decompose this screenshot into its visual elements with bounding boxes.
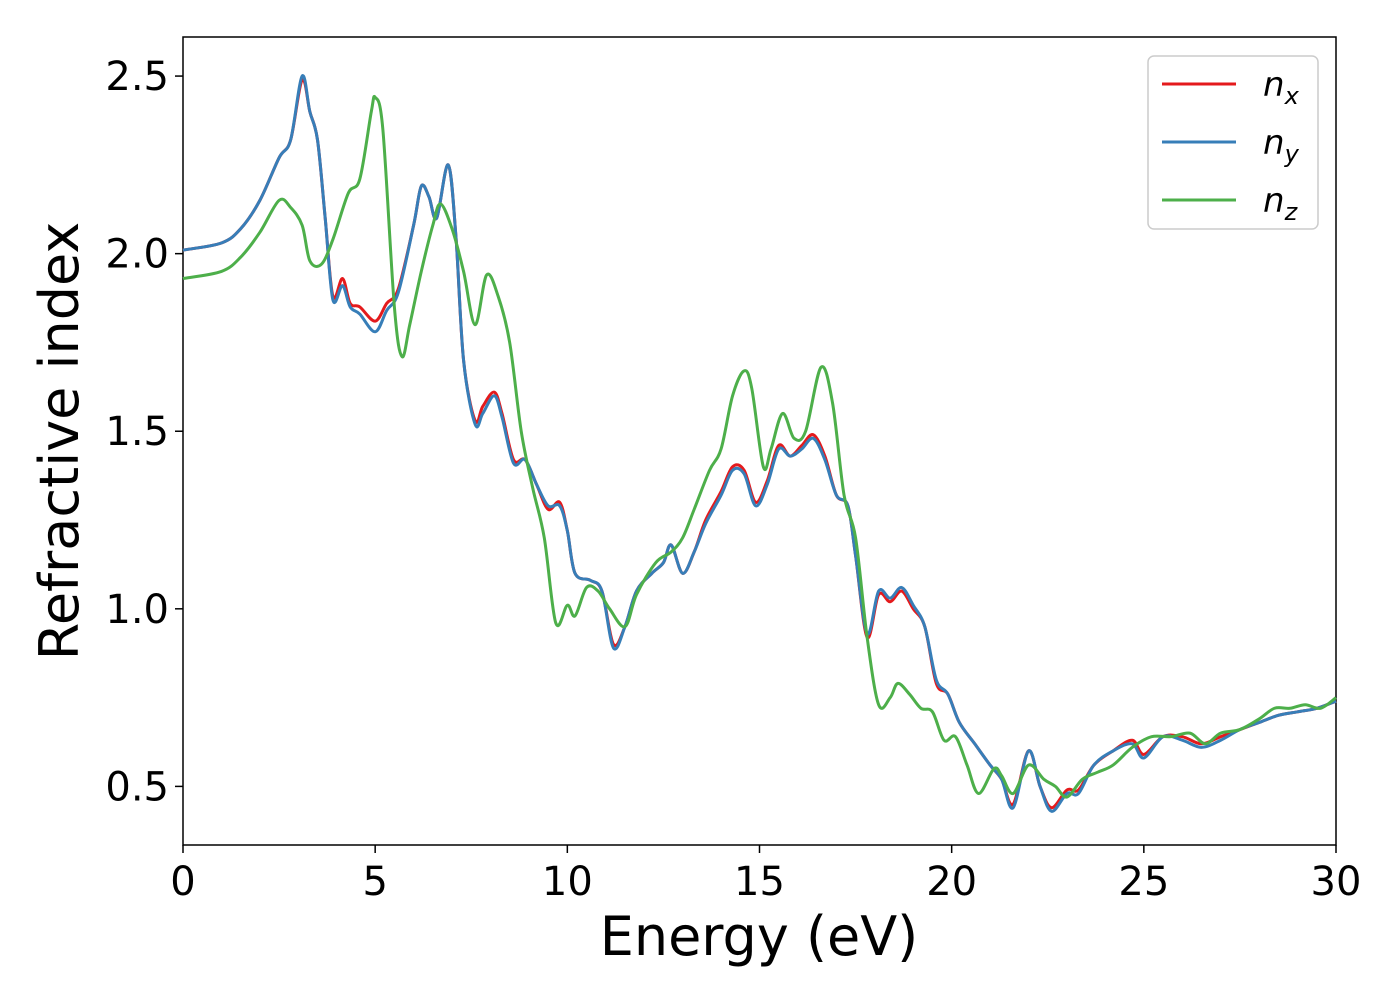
y-axis-label: Refractive index	[28, 222, 91, 661]
legend: nx ny nz	[1147, 55, 1319, 230]
x-axis-label: Energy (eV)	[600, 905, 919, 968]
x-tick-label: 25	[1118, 859, 1169, 905]
x-tick-label: 30	[1311, 859, 1362, 905]
x-tick-label: 10	[542, 859, 593, 905]
x-axis-ticks: 0 5 10 15 20 25 30	[170, 845, 1361, 905]
y-tick-label: 1.0	[105, 587, 169, 633]
series-group	[182, 74, 1337, 813]
legend-label-nx: nx	[1263, 65, 1300, 110]
x-tick-label: 15	[734, 859, 785, 905]
y-axis-ticks: 0.5 1.0 1.5 2.0 2.5	[105, 54, 183, 810]
plot-area	[182, 36, 1337, 846]
y-tick-label: 2.0	[105, 232, 169, 278]
legend-label-ny: ny	[1263, 123, 1300, 168]
y-tick-label: 0.5	[105, 764, 169, 810]
legend-label-nz: nz	[1263, 181, 1299, 226]
x-tick-label: 0	[170, 859, 195, 905]
x-tick-label: 5	[362, 859, 387, 905]
y-tick-label: 2.5	[105, 54, 169, 100]
series-line-nz	[182, 94, 1337, 799]
x-tick-label: 20	[926, 859, 977, 905]
y-tick-label: 1.5	[105, 409, 169, 455]
series-line-ny	[182, 74, 1337, 813]
